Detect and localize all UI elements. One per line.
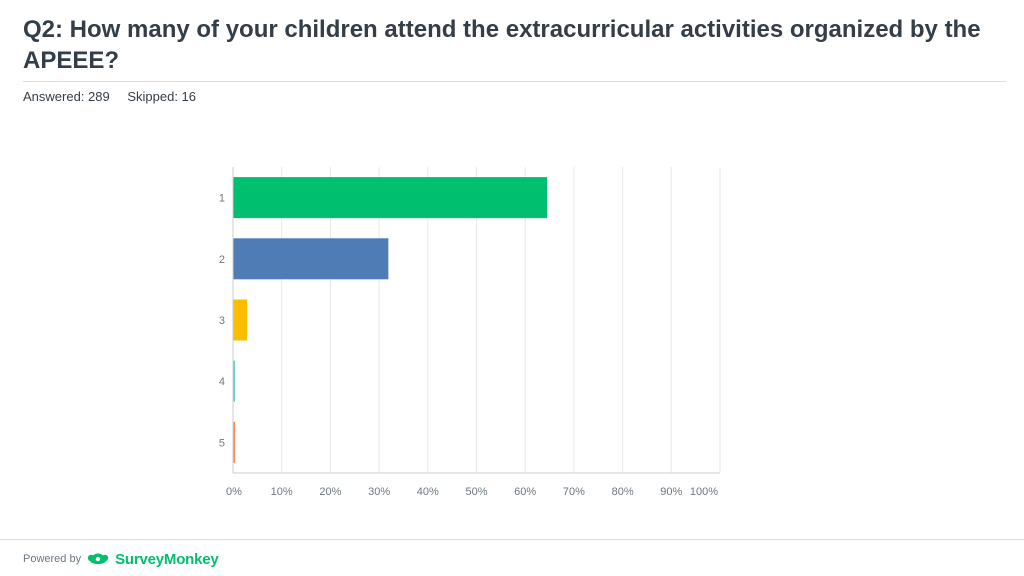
x-tick-labels: 0% 10% 20% 30% 40% 50% 60% 70% 80% 90% 100% [226, 486, 718, 498]
x-tick-label: 30% [368, 486, 390, 498]
footer: Powered by SurveyMonkey [23, 549, 219, 569]
category-label: 1 [219, 193, 225, 205]
bar-1 [233, 177, 548, 219]
x-tick-label: 100% [690, 486, 718, 498]
category-label: 5 [219, 437, 225, 449]
x-tick-label: 0% [226, 486, 242, 498]
category-label: 3 [219, 315, 225, 327]
x-tick-label: 10% [271, 486, 293, 498]
category-label: 4 [219, 376, 225, 388]
question-title: Q2: How many of your children attend the… [23, 16, 981, 74]
x-tick-label: 60% [514, 486, 536, 498]
x-tick-label: 80% [612, 486, 634, 498]
bar-3 [233, 299, 248, 341]
surveymonkey-logo-icon [86, 549, 110, 570]
answered-count: Answered: 289 [23, 89, 110, 104]
footer-divider [0, 539, 1024, 540]
category-labels: 1 2 3 4 5 [219, 193, 225, 450]
x-tick-label: 90% [660, 486, 682, 498]
bar-2 [233, 238, 389, 280]
powered-by-label: Powered by [23, 553, 82, 565]
response-stats: Answered: 289 Skipped: 16 [23, 89, 210, 104]
category-label: 2 [219, 254, 225, 266]
x-tick-label: 20% [319, 486, 341, 498]
x-tick-label: 40% [417, 486, 439, 498]
x-tick-label: 50% [465, 486, 487, 498]
skipped-count: Skipped: 16 [127, 89, 197, 104]
bars [233, 177, 548, 463]
title-divider [23, 81, 1006, 82]
bar-4 [233, 360, 235, 402]
x-tick-label: 70% [563, 486, 585, 498]
bar-5 [233, 421, 235, 463]
surveymonkey-brand: SurveyMonkey [115, 550, 219, 568]
